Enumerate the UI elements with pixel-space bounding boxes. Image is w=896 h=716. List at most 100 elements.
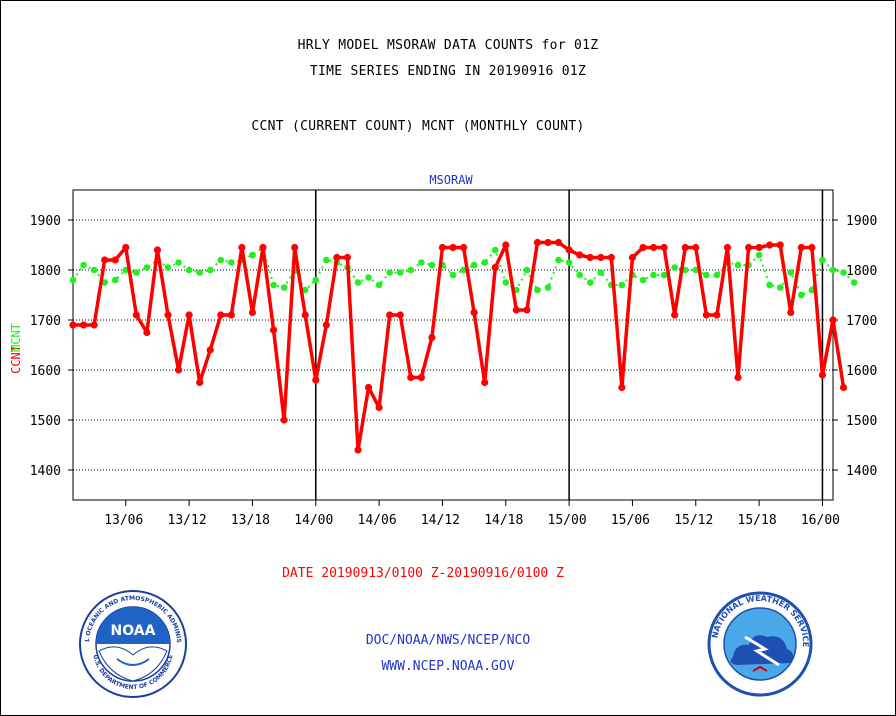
- chart-title-line-2: TIME SERIES ENDING IN 20190916 01Z: [309, 64, 587, 79]
- ccnt-point: [301, 311, 309, 319]
- ccnt-point: [713, 311, 721, 319]
- ccnt-point: [343, 253, 352, 262]
- x-tick-label: 15/00: [548, 513, 587, 528]
- ccnt-point: [597, 253, 605, 262]
- mcnt-point: [650, 271, 657, 279]
- ccnt-point: [354, 446, 362, 454]
- ccnt-point: [660, 243, 668, 252]
- mcnt-point: [586, 279, 594, 286]
- ccnt-point: [586, 253, 594, 262]
- ccnt-point: [723, 243, 732, 252]
- ccnt-point: [491, 263, 499, 272]
- day-boundary-lines: [315, 190, 824, 500]
- ccnt-point: [787, 308, 795, 317]
- ccnt-point: [164, 311, 172, 319]
- mcnt-point: [523, 266, 531, 274]
- x-tick-label: 15/18: [738, 513, 777, 528]
- ccnt-point: [122, 243, 130, 252]
- mcnt-point: [544, 284, 552, 291]
- ccnt-point: [502, 241, 510, 249]
- y-tick-label-right: 1500: [846, 414, 877, 429]
- mcnt-point: [470, 261, 478, 269]
- mcnt-point: [90, 266, 98, 274]
- ccnt-point: [185, 311, 193, 319]
- ccnt-point: [291, 243, 299, 252]
- ccnt-point: [69, 321, 77, 329]
- ccnt-point: [269, 326, 278, 334]
- ccnt-point: [818, 371, 827, 379]
- ccnt-point: [153, 246, 162, 254]
- ccnt-point: [671, 311, 679, 319]
- ccnt-point: [90, 321, 98, 329]
- y-tick-label-left: 1400: [30, 464, 61, 479]
- mcnt-point: [660, 271, 668, 279]
- ccnt-point: [322, 321, 330, 329]
- y-tick-label-left: 1700: [30, 314, 61, 329]
- ccnt-point: [143, 328, 151, 337]
- ccnt-point: [449, 243, 457, 252]
- mcnt-point: [418, 259, 425, 266]
- y-tick-label-left: 1500: [30, 414, 61, 429]
- ccnt-point: [438, 243, 447, 252]
- ccnt-point: [428, 333, 436, 342]
- nws-logo: NATIONAL WEATHER SERVICE: [707, 591, 813, 697]
- ccnt-point: [386, 311, 394, 319]
- ccnt-point: [417, 373, 425, 382]
- ccnt-point: [101, 256, 109, 264]
- mcnt-point: [185, 266, 193, 274]
- mcnt-point: [354, 279, 362, 286]
- ccnt-point: [681, 243, 689, 252]
- mcnt-point: [175, 259, 182, 266]
- footer-organization: DOC/NOAA/NWS/NCEP/NCO: [365, 633, 531, 648]
- y-tick-label-left: 1900: [30, 214, 61, 229]
- y-axis-label-mcnt: MCNT: [9, 323, 23, 352]
- mcnt-point: [491, 246, 499, 254]
- mcnt-point: [481, 259, 488, 266]
- mcnt-point: [396, 269, 404, 276]
- y-tick-label-left: 1600: [30, 364, 61, 379]
- ccnt-point: [702, 311, 710, 319]
- mcnt-point: [829, 266, 837, 274]
- plot-area-border: [72, 189, 834, 501]
- ccnt-point: [280, 416, 288, 424]
- ccnt-point: [174, 366, 183, 374]
- mcnt-point: [270, 281, 277, 289]
- ccnt-point: [554, 238, 563, 247]
- ccnt-point: [227, 311, 235, 319]
- ccnt-point: [839, 383, 848, 392]
- ccnt-point: [829, 316, 837, 324]
- mcnt-point: [206, 266, 214, 274]
- x-tick-label: 14/06: [358, 513, 397, 528]
- ccnt-point: [766, 241, 774, 249]
- x-tick-label: 14/18: [484, 513, 523, 528]
- ccnt-point: [628, 253, 637, 262]
- ccnt-point: [111, 256, 119, 264]
- mcnt-point: [787, 269, 795, 276]
- x-tick-label: 15/06: [611, 513, 650, 528]
- footer-website[interactable]: WWW.NCEP.NOAA.GOV: [381, 659, 515, 674]
- y-tick-label-right: 1800: [846, 264, 877, 279]
- time-series-chart: MSORAW 1400 1500 1600 1700 1800 1900 1400 1500…: [9, 173, 877, 528]
- x-tick-label: 16/00: [801, 513, 840, 528]
- ccnt-point: [396, 311, 404, 319]
- y-axis-left: 1400 1500 1600 1700 1800 1900: [30, 214, 73, 479]
- mcnt-point: [228, 259, 235, 266]
- x-axis: 13/06 13/12 13/18 14/00 14/06 14/12 14/18 15/00…: [104, 500, 840, 528]
- mcnt-point: [819, 256, 826, 264]
- mcnt-point: [534, 286, 541, 294]
- noaa-logo-text: NOAA: [111, 623, 156, 639]
- ccnt-point: [734, 373, 742, 382]
- ccnt-point: [312, 376, 320, 384]
- mcnt-point: [312, 276, 320, 284]
- mcnt-point: [428, 261, 436, 269]
- mcnt-point: [850, 279, 858, 286]
- gridlines: [73, 219, 833, 471]
- y-tick-label-right: 1400: [846, 464, 877, 479]
- ccnt-point: [639, 243, 647, 252]
- ccnt-point: [512, 306, 520, 314]
- ccnt-point: [692, 243, 700, 252]
- ccnt-point: [259, 243, 267, 252]
- ccnt-point: [333, 253, 341, 262]
- mcnt-point: [111, 276, 119, 284]
